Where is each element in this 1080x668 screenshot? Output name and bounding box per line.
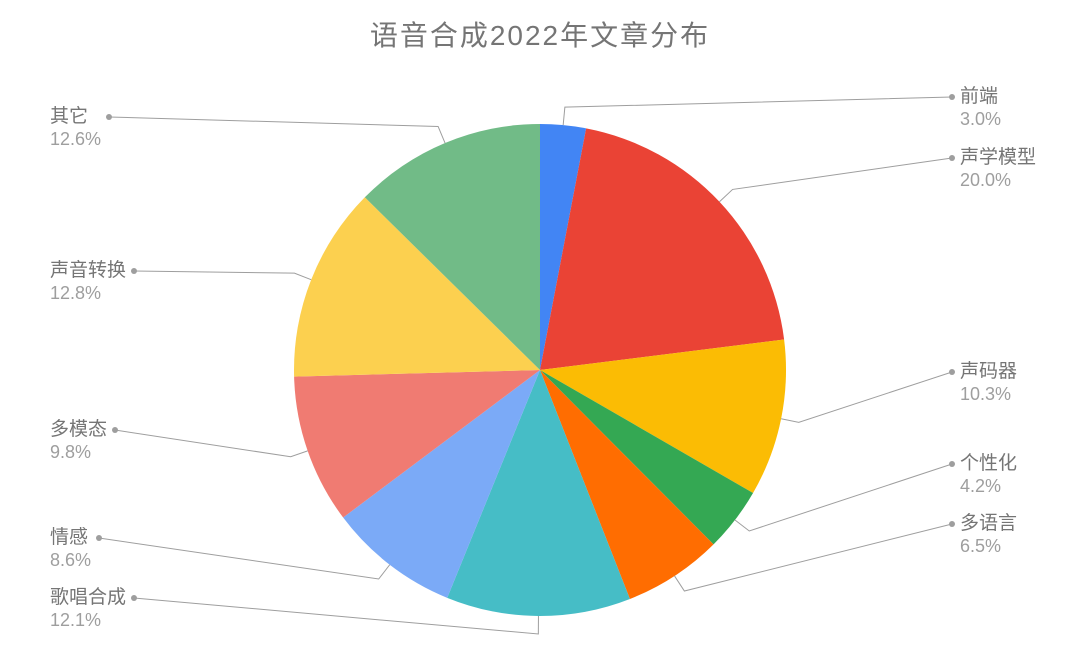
leader-marker bbox=[131, 268, 137, 274]
leader-line bbox=[781, 372, 952, 422]
pie-slices bbox=[294, 124, 786, 616]
leader-line bbox=[719, 158, 952, 202]
pie-chart-container: 语音合成2022年文章分布 前端3.0%声学模型20.0%声码器10.3%个性化… bbox=[0, 0, 1080, 668]
leader-line bbox=[563, 97, 952, 125]
leader-marker bbox=[106, 114, 112, 120]
leader-marker bbox=[112, 427, 118, 433]
leader-line bbox=[109, 117, 445, 143]
leader-marker bbox=[949, 155, 955, 161]
leader-line bbox=[99, 538, 390, 579]
leader-marker bbox=[949, 94, 955, 100]
pie-chart-svg bbox=[0, 0, 1080, 668]
leader-line bbox=[134, 271, 311, 280]
leader-marker bbox=[949, 461, 955, 467]
leader-marker bbox=[949, 521, 955, 527]
leader-marker bbox=[949, 369, 955, 375]
leader-marker bbox=[96, 535, 102, 541]
leader-line bbox=[735, 464, 952, 531]
leader-line bbox=[115, 430, 308, 457]
leader-marker bbox=[131, 595, 137, 601]
